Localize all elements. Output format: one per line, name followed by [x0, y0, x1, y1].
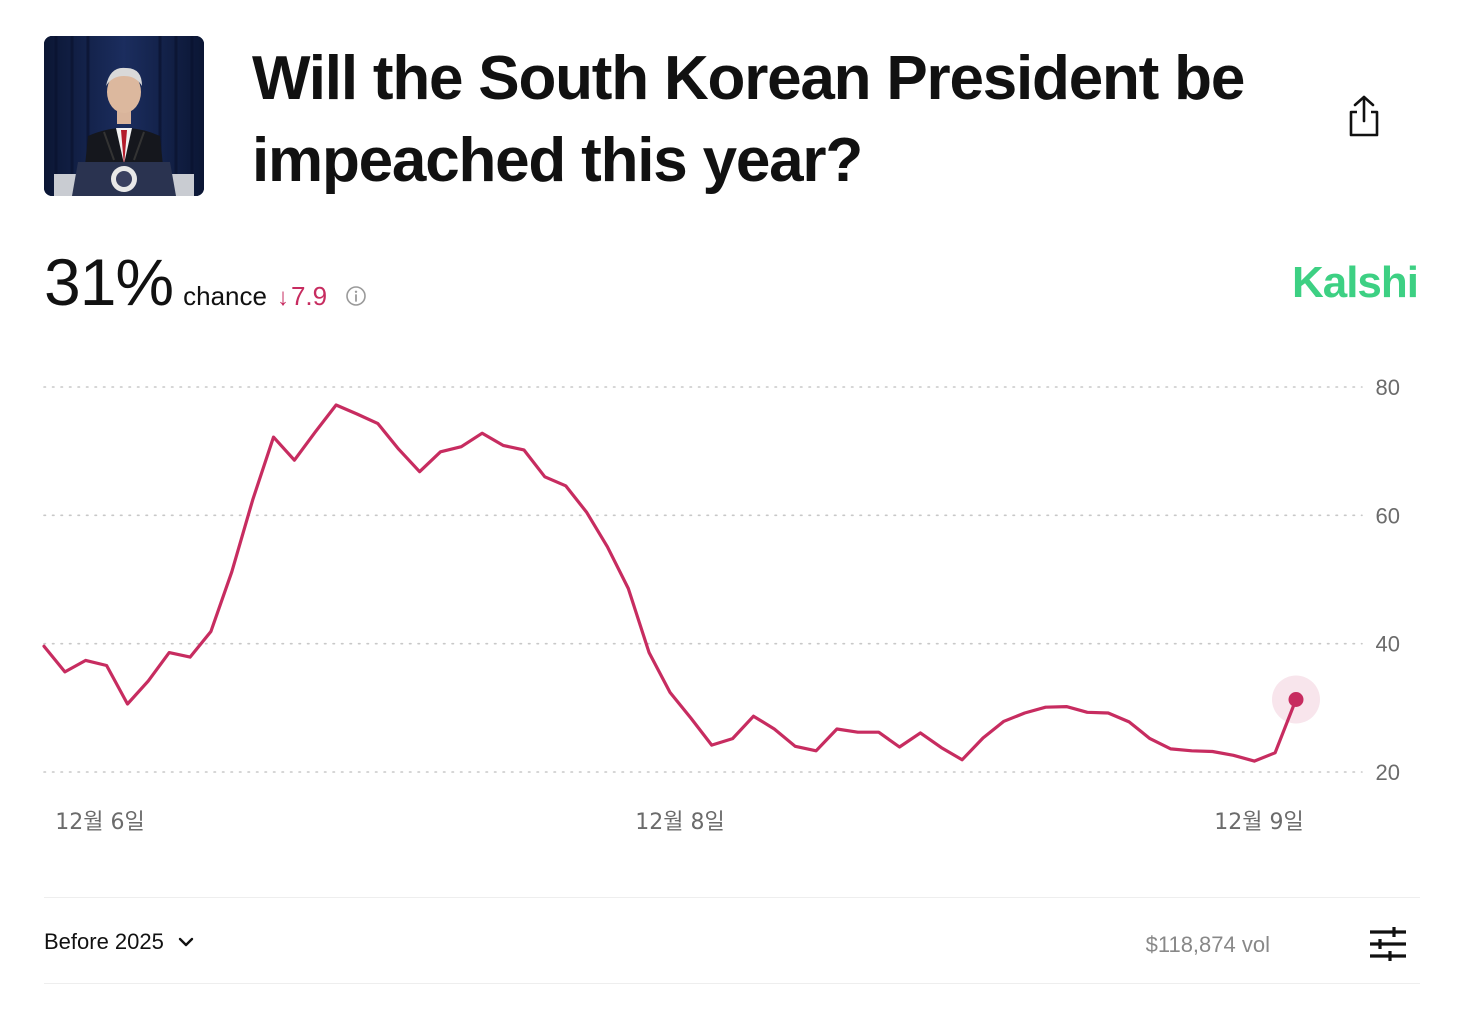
y-tick-label: 80 — [1376, 375, 1400, 400]
source-logo: Kalshi — [1291, 258, 1419, 307]
range-dropdown-label: Before 2025 — [44, 929, 164, 954]
info-icon[interactable] — [345, 285, 367, 312]
current-point — [1288, 691, 1304, 707]
volume-label: $118,874 vol — [1145, 932, 1270, 957]
market-thumbnail — [44, 36, 204, 196]
x-tick-label: 12월 6일 — [55, 810, 144, 835]
x-tick-label: 12월 8일 — [635, 810, 724, 835]
market-title: Will the South Korean President be impea… — [252, 44, 1245, 195]
chance-summary: 31% chance ↓ 7.9 — [44, 244, 367, 324]
y-tick-label: 60 — [1376, 503, 1400, 528]
series-line — [42, 403, 1298, 763]
chance-delta-value: 7.9 — [290, 281, 328, 311]
y-tick-label: 20 — [1376, 760, 1400, 785]
divider-bottom — [44, 983, 1420, 984]
divider-top — [44, 897, 1420, 898]
chart-settings-button[interactable] — [1364, 922, 1412, 966]
share-button[interactable] — [1340, 92, 1388, 140]
x-tick-label: 12월 9일 — [1214, 810, 1303, 835]
chevron-down-icon — [178, 937, 194, 947]
president-photo-image — [44, 36, 204, 196]
arrow-down-icon: ↓ — [276, 284, 289, 311]
range-dropdown[interactable]: Before 2025 — [44, 924, 194, 960]
chance-value: 31% — [44, 245, 174, 319]
chance-delta: ↓ 7.9 — [277, 281, 327, 312]
chance-label: chance — [183, 281, 267, 311]
probability-line-chart: 20 40 60 80 12월 6일 12월 8일 12월 9일 — [42, 375, 1400, 835]
y-tick-label: 40 — [1376, 632, 1400, 657]
sliders-icon — [1370, 927, 1406, 961]
share-icon — [1349, 95, 1379, 137]
